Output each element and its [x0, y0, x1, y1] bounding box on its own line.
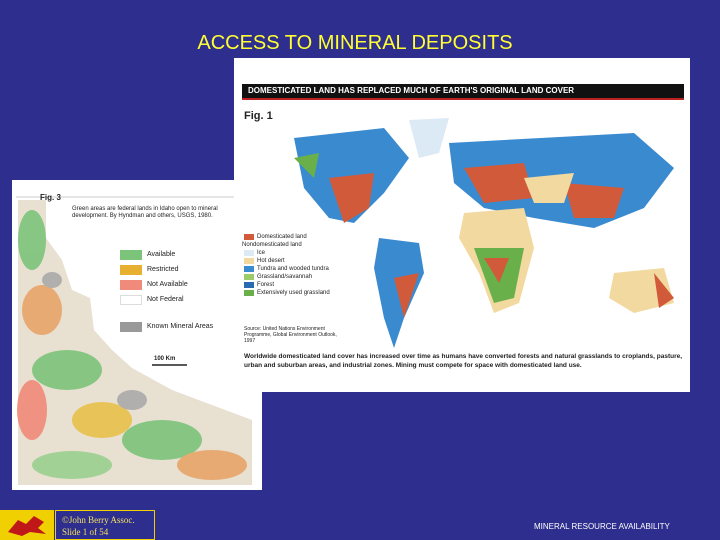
- legend-swatch: [244, 234, 254, 240]
- scale-label: 100 Km: [154, 356, 176, 362]
- figure1-source: Source: United Nations Environment Progr…: [244, 326, 337, 344]
- legend-swatch: [120, 264, 142, 275]
- legend-item: Hot desert: [244, 257, 330, 265]
- legend-text: Not Available: [147, 281, 188, 288]
- figure1-legend: Domesticated land Nondomesticated land I…: [242, 233, 330, 297]
- legend-text: Ice: [257, 250, 266, 256]
- legend-item: Restricted: [120, 262, 213, 277]
- legend-swatch: [244, 274, 254, 280]
- figure3-panel: Fig. 3 Green areas are federal lands in …: [12, 180, 262, 490]
- legend-item: Ice: [244, 249, 330, 257]
- legend-text: Available: [147, 251, 176, 258]
- idaho-map: [16, 196, 258, 485]
- legend-text: Forest: [257, 282, 275, 288]
- legend-text: Known Mineral Areas: [147, 323, 214, 330]
- legend-item: Forest: [244, 281, 330, 289]
- legend-swatch: [244, 258, 254, 264]
- legend-text: Grassland/savannah: [257, 274, 313, 280]
- legend-swatch: [244, 266, 254, 272]
- legend-item: Not Federal: [120, 292, 213, 307]
- figure1-label: Fig. 1: [244, 110, 273, 122]
- legend-swatch: [244, 290, 254, 296]
- world-map: [294, 118, 674, 348]
- slide-title: ACCESS TO MINERAL DEPOSITS: [197, 32, 513, 54]
- legend-text: Tundra and wooded tundra: [257, 266, 329, 272]
- legend-text: Nondomesticated land: [242, 242, 302, 248]
- legend-swatch: [120, 321, 142, 332]
- legend-text: Hot desert: [257, 258, 285, 264]
- legend-item: Extensively used grassland: [244, 289, 330, 297]
- legend-item: Domesticated land: [244, 233, 330, 241]
- legend-item: Available: [120, 247, 213, 262]
- figure3-label: Fig. 3: [40, 193, 61, 202]
- slide-number: Slide 1 of 54: [62, 527, 109, 537]
- legend-swatch: [120, 279, 142, 290]
- figure1-header-bar: [242, 84, 684, 100]
- copyright: ©John Berry Assoc.: [62, 515, 135, 525]
- legend-text: Domesticated land: [257, 234, 307, 240]
- legend-item: Tundra and wooded tundra: [244, 265, 330, 273]
- legend-text: Extensively used grassland: [257, 290, 330, 296]
- legend-text: Not Federal: [147, 296, 184, 303]
- legend-text: Restricted: [147, 266, 179, 273]
- footer-box: ©John Berry Assoc. Slide 1 of 54: [55, 510, 155, 540]
- figure3-legend: Available Restricted Not Available Not F…: [120, 247, 213, 334]
- legend-item: Known Mineral Areas: [120, 319, 213, 334]
- figure1-header: DOMESTICATED LAND HAS REPLACED MUCH OF E…: [248, 86, 575, 95]
- figure1-panel: DOMESTICATED LAND HAS REPLACED MUCH OF E…: [234, 58, 690, 392]
- legend-swatch: [120, 294, 142, 305]
- legend-swatch: [244, 282, 254, 288]
- logo: [0, 510, 54, 540]
- figure1-caption: Worldwide domesticated land cover has in…: [244, 353, 683, 369]
- footer-topic: MINERAL RESOURCE AVAILABILITY: [534, 522, 670, 531]
- legend-item: Nondomesticated land: [242, 241, 330, 249]
- figure3-description: Green areas are federal lands in Idaho o…: [72, 206, 218, 219]
- legend-swatch: [120, 249, 142, 260]
- legend-item: Not Available: [120, 277, 213, 292]
- legend-swatch: [244, 250, 254, 256]
- legend-item: Grassland/savannah: [244, 273, 330, 281]
